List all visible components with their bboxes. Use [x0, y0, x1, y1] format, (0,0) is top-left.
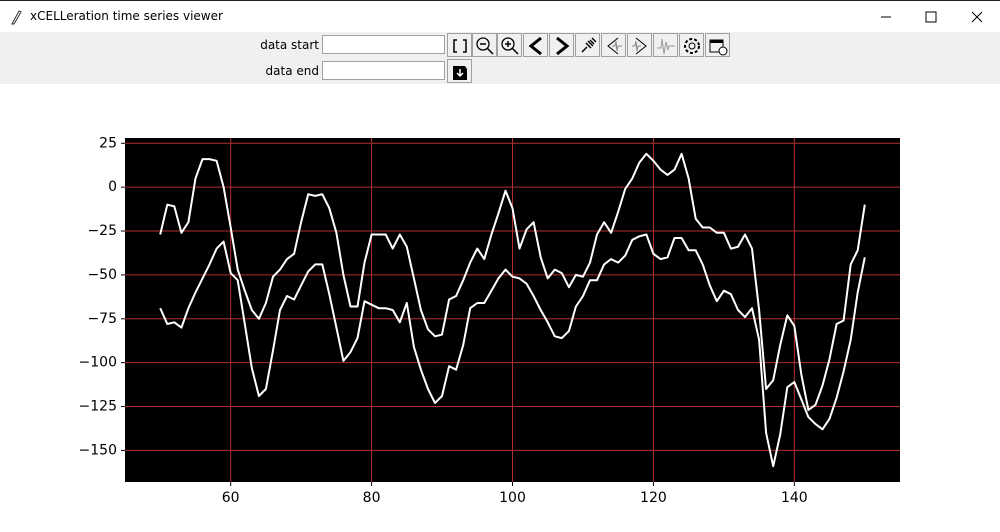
- load-button[interactable]: [447, 59, 472, 83]
- y-tick-label: −100: [79, 355, 117, 371]
- zoom-out-button[interactable]: [472, 33, 497, 57]
- y-tick-label: −125: [79, 399, 117, 415]
- app-icon: [11, 10, 22, 25]
- y-tick-label: −50: [87, 267, 117, 283]
- forward-button[interactable]: [549, 33, 574, 57]
- series-line: [159, 152, 866, 411]
- plug-button[interactable]: [575, 33, 600, 57]
- x-tick-label: 120: [640, 490, 667, 506]
- x-tick-label: 60: [222, 490, 240, 506]
- full-range-button[interactable]: [447, 33, 472, 57]
- toolbar: data start data end: [0, 32, 1000, 84]
- title-bar: xCELLeration time series viewer: [0, 0, 1000, 32]
- close[interactable]: [971, 11, 983, 23]
- y-tick-label: −25: [87, 223, 117, 239]
- series-line: [159, 233, 866, 468]
- data-end-label: data end: [265, 64, 319, 78]
- window-controls[interactable]: [870, 7, 995, 27]
- data-end-input[interactable]: [322, 61, 445, 80]
- maximize[interactable]: [925, 11, 937, 23]
- prev-event-button[interactable]: [601, 33, 626, 57]
- signal-button[interactable]: [653, 33, 678, 57]
- y-tick-label: −150: [79, 442, 117, 458]
- window-title: xCELLeration time series viewer: [30, 9, 223, 23]
- chart: 25 0 −25 −50 −75 −100 −125 −150 60 80 100 120 140: [79, 135, 900, 506]
- x-tick-label: 140: [781, 490, 808, 506]
- back-button[interactable]: [523, 33, 548, 57]
- calendar-button[interactable]: [705, 33, 730, 57]
- y-tick-label: 25: [99, 135, 117, 151]
- y-tick-label: −75: [87, 311, 117, 327]
- y-tick-label: 0: [108, 179, 117, 195]
- next-event-button[interactable]: [627, 33, 652, 57]
- data-start-label: data start: [260, 38, 319, 52]
- zoom-in-button[interactable]: [497, 33, 522, 57]
- x-tick-label: 80: [363, 490, 381, 506]
- x-tick-label: 100: [499, 490, 526, 506]
- settings-button[interactable]: [679, 33, 704, 57]
- data-start-input[interactable]: [322, 35, 445, 54]
